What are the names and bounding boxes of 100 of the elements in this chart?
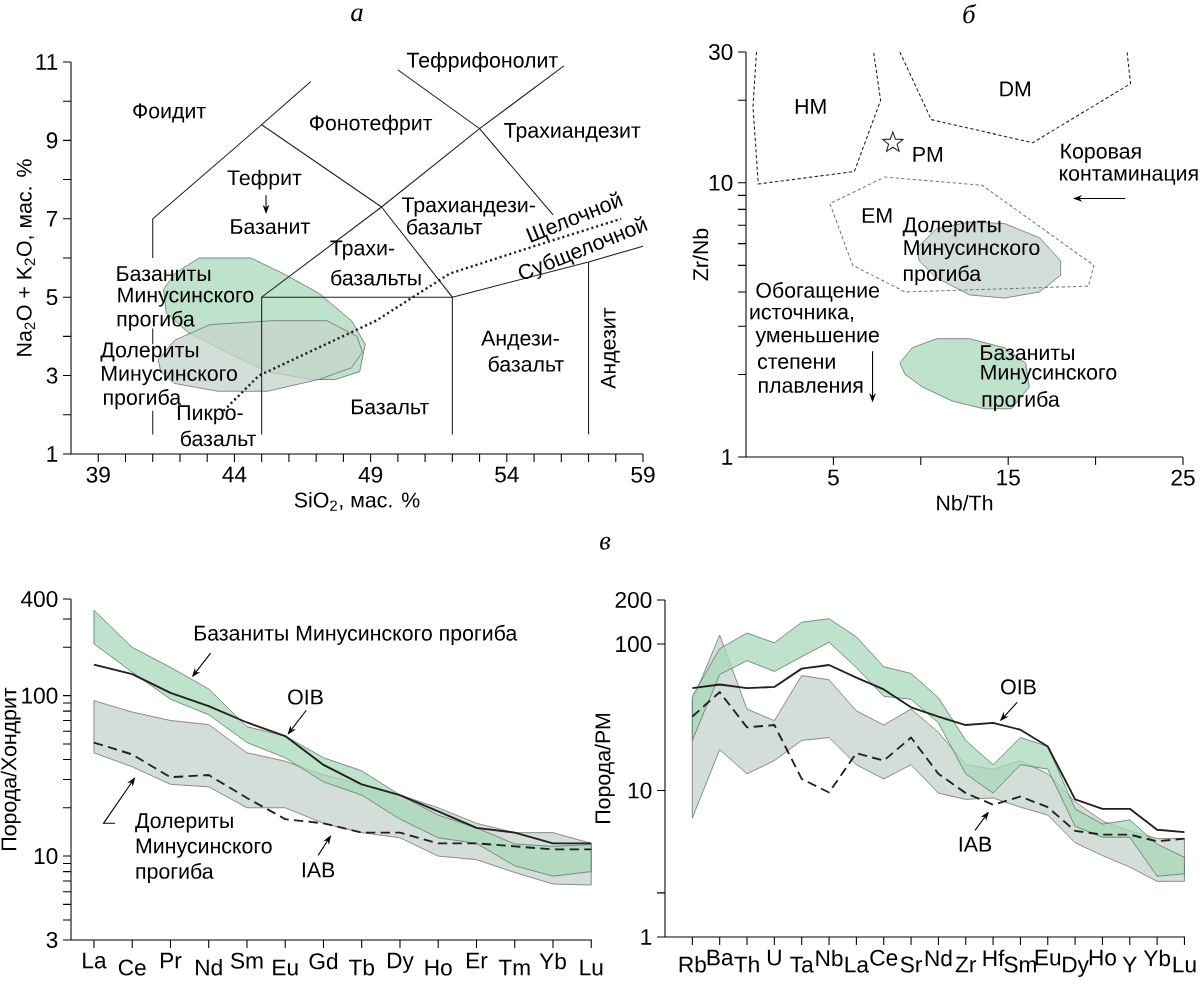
x-tick-label: Zr [955, 956, 977, 973]
x-tick-label: 25 [1171, 469, 1195, 486]
annotation: уменьшение [755, 330, 879, 347]
x-tick-label: Rb [679, 955, 706, 973]
x-tick-label: Hf [983, 949, 1005, 967]
annotation: Базаниты Минусинского прогиба [194, 624, 518, 645]
y-tick-label: 3 [46, 931, 58, 949]
x-tick-label: Ba [707, 949, 734, 966]
chart-title: б [963, 3, 977, 24]
annotation: контаминация [1059, 169, 1198, 185]
y-tick-label: 100 [22, 687, 58, 704]
annotation: Коровая [1061, 143, 1141, 163]
x-tick-label: Er [467, 952, 488, 969]
y-tick-label: 10 [628, 782, 652, 799]
annotation: Долериты [902, 217, 1001, 237]
y-tick-label: 7 [46, 210, 58, 227]
x-tick-label: Ce [118, 959, 146, 976]
annotation: Базальт [351, 399, 429, 415]
annotation: Тефрифонолит [406, 52, 558, 72]
x-tick-label: Tb [349, 958, 374, 976]
y-tick-label: 3 [46, 367, 58, 384]
x-tick-label: U [767, 949, 781, 966]
x-tick-label: Nd [925, 949, 952, 967]
series-label: PM [913, 147, 943, 162]
y-axis-title: Na$_{2}$O + K$_{2}$O, мас. % [16, 159, 35, 356]
annotation: прогиба [982, 391, 1060, 412]
annotation: Обогащение [756, 281, 880, 302]
y-tick-label: 1 [722, 449, 733, 465]
annotation: Трахиандезит [504, 123, 641, 143]
annotation: Базаниты [117, 266, 211, 282]
y-tick-label: 10 [34, 848, 58, 865]
annotation: степени [758, 357, 835, 369]
y-tick-label: 30 [708, 43, 733, 61]
annotation: Андезит [600, 307, 620, 389]
x-tick-label: 5 [828, 469, 839, 486]
annotation: Базанит [231, 219, 310, 235]
chart-title: в [600, 536, 611, 550]
x-tick-label: Yb [1143, 949, 1171, 967]
annotation: базальт [407, 218, 483, 235]
x-tick-label: Nb [816, 949, 843, 967]
annotation: Минусинского [981, 364, 1117, 385]
x-tick-label: 59 [631, 466, 655, 483]
annotation: EM [862, 208, 892, 223]
y-tick-label: 1 [641, 929, 652, 945]
annotation: плавления [759, 381, 863, 393]
x-tick-label: Y [1122, 956, 1137, 973]
y-axis-title: Zr/Nb [692, 228, 709, 281]
x-axis-title: SiO$_{2}$, мас. % [294, 491, 420, 511]
chart-title: а [351, 8, 363, 22]
x-tick-label: La [845, 956, 869, 973]
y-tick-label: 100 [616, 636, 652, 653]
annotation: Тефрит [227, 169, 302, 190]
x-tick-label: Sr [900, 956, 923, 973]
annotation: HM [795, 99, 826, 114]
annotation: базальт [488, 355, 564, 372]
annotation: Базаниты [981, 345, 1074, 361]
annotation: базальт [181, 430, 257, 447]
x-tick-label: 44 [222, 466, 247, 483]
y-tick-label: 1 [47, 446, 58, 462]
y-axis-title: Порода/РМ [594, 714, 615, 823]
x-tick-label: Nd [196, 958, 222, 976]
x-tick-label: 54 [495, 466, 519, 483]
annotation: Фоидит [133, 103, 206, 123]
x-tick-label: Ho [425, 959, 452, 976]
x-tick-label: Ce [870, 949, 898, 966]
x-tick-label: 15 [997, 469, 1020, 486]
annotation: источника, [750, 307, 853, 322]
series-label: IAB [959, 836, 992, 852]
x-tick-label: Ho [1089, 949, 1116, 966]
x-tick-label: Ta [790, 956, 814, 973]
annotation: Минусинского [102, 366, 237, 386]
y-tick-label: 400 [21, 590, 58, 608]
x-tick-label: Th [734, 955, 759, 973]
x-tick-label: Yb [539, 952, 566, 970]
x-tick-label: Eu [273, 959, 298, 976]
annotation: Минусинского [118, 287, 254, 307]
y-axis-title: Порода/Хондрит [0, 687, 21, 850]
annotation: DM [1000, 81, 1031, 97]
annotation: прогиба [903, 265, 982, 286]
y-tick-label: 11 [36, 54, 58, 70]
annotation: Андези- [481, 330, 559, 350]
y-tick-label: 5 [46, 289, 58, 306]
x-tick-label: 49 [358, 466, 383, 483]
x-tick-label: Lu [580, 959, 603, 976]
x-tick-label: Dy [387, 952, 414, 973]
annotation: прогиба [117, 310, 195, 331]
x-tick-label: Sm [230, 952, 263, 969]
x-tick-label: 39 [86, 466, 110, 483]
x-tick-label: La [83, 952, 107, 969]
series-label: IAB [302, 862, 335, 878]
x-tick-label: Gd [309, 952, 338, 970]
x-tick-label: Eu [1035, 949, 1061, 966]
series-label: OIB [1001, 679, 1036, 695]
y-tick-label: 200 [615, 591, 652, 609]
x-tick-label: Dy [1063, 956, 1089, 978]
annotation: Долериты [100, 342, 199, 362]
annotation: Минусинского [904, 240, 1040, 260]
y-tick-label: 9 [46, 132, 58, 149]
annotation: Долериты Минусинского прогиба [135, 813, 272, 884]
annotation: Фонотефрит [309, 114, 433, 135]
